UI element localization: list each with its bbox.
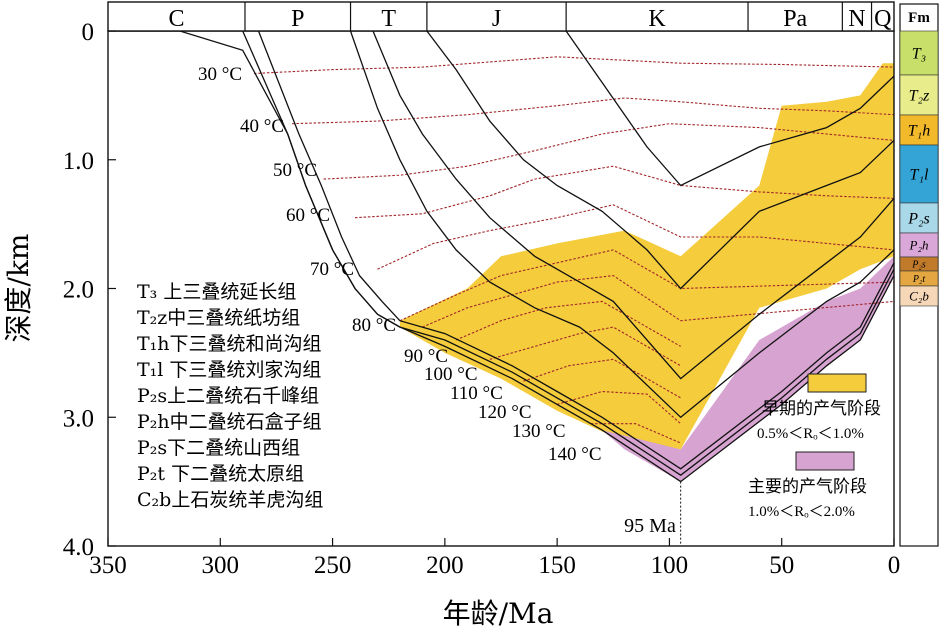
- isotherm-label-110: 110 °C: [450, 383, 503, 404]
- gas-legend-swatch: [807, 373, 867, 393]
- isotherm-line-80: [399, 249, 895, 322]
- formation-legend-item: P₂t 下二叠统太原组: [137, 463, 304, 485]
- y-tick-label: 3.0: [63, 405, 94, 432]
- fm-cell-label: P₂h: [909, 238, 929, 253]
- formation-legend-item: T₃ 上三叠统延长组: [137, 281, 296, 303]
- isotherm-label-70: 70 °C: [310, 259, 354, 280]
- period-label-N: N: [848, 6, 865, 32]
- x-axis-title: 年龄/Ma: [443, 597, 554, 630]
- fm-cell: [899, 74, 939, 116]
- isotherm-line-130: [556, 390, 682, 425]
- isotherm-line-70: [377, 204, 895, 270]
- early-gas-zone: [399, 63, 894, 450]
- fm-cell-label: P₂s: [911, 260, 926, 271]
- isotherm-lines: [253, 56, 895, 444]
- y-axis-title: 深度/km: [2, 234, 35, 343]
- burial-curve-6: [426, 30, 895, 290]
- y-tick-label: 1.0: [63, 148, 94, 175]
- formation-legend-item: P₂s下二叠统山西组: [137, 437, 300, 459]
- fm-cell: [899, 202, 939, 234]
- main-gas-zone: [602, 256, 894, 482]
- x-tick-label: 0: [888, 552, 901, 579]
- axes: 350 300 250 200 150 100 50 0 0 1.0 2.0 3.0 4.0: [63, 19, 901, 579]
- gas-legend-label: 主要的产气阶段: [748, 477, 867, 497]
- period-label-T: T: [381, 6, 396, 32]
- x-tick-label: 300: [202, 552, 240, 579]
- x-tick-label: 250: [314, 552, 352, 579]
- isotherm-line-40: [292, 97, 895, 125]
- x-tick-label: 150: [538, 552, 576, 579]
- burial-curve-4: [349, 30, 895, 419]
- fm-cell: [899, 114, 939, 146]
- isotherm-line-140: [590, 423, 681, 444]
- x-tick-label: 50: [769, 552, 794, 579]
- formation-column: T₃ T₂z T₁h T₁l P₂s P₂h P₂s P₂t C₂b: [899, 3, 939, 547]
- x-tick-label: 200: [426, 552, 464, 579]
- isotherm-line-120: [523, 358, 681, 399]
- isotherm-label-30: 30 °C: [198, 64, 242, 85]
- isotherm-label-100: 100 °C: [424, 364, 478, 385]
- isotherm-label-90: 90 °C: [404, 346, 448, 367]
- fm-cell-label: T₁l: [910, 167, 929, 184]
- period-label-C: C: [168, 6, 184, 32]
- period-label-Q: Q: [874, 6, 891, 32]
- fm-cell-label: P₂t: [912, 274, 926, 285]
- fm-cell: [899, 285, 939, 307]
- fm-cell-label: C₂b: [909, 289, 929, 304]
- burial-curve-3: [257, 30, 895, 470]
- isotherm-line-60: [354, 165, 895, 219]
- formation-legend-item: T₁l 下三叠统刘家沟组: [137, 359, 321, 381]
- legend: T₃ 上三叠统延长组 T₂z中三叠统纸坊组 T₁h下三叠统和尚沟组 T₁l 下三叠统刘…: [137, 281, 881, 520]
- fm-cell: [899, 30, 939, 76]
- period-label-Pa: Pa: [783, 6, 807, 32]
- isotherm-label-60: 60 °C: [286, 205, 330, 226]
- formation-legend-item: T₂z中三叠统纸坊组: [137, 307, 300, 329]
- burial-curve-5: [372, 30, 895, 380]
- burial-curves: [108, 30, 895, 546]
- fm-cell: [899, 144, 939, 204]
- fm-cell-label: T₁h: [908, 123, 930, 140]
- isotherm-label-50: 50 °C: [273, 160, 317, 181]
- isotherm-line-100: [455, 300, 681, 347]
- gas-legend-label: 早期的产气阶段: [762, 399, 881, 419]
- isotherm-line-110: [489, 326, 681, 367]
- formation-legend-item: P₂s上二叠统石千峰组: [137, 385, 319, 407]
- isotherm-label-40: 40 °C: [240, 116, 284, 137]
- x-tick-label: 100: [651, 552, 689, 579]
- period-header-box: [107, 1, 895, 32]
- y-tick-label: 0: [82, 19, 95, 46]
- gas-legend-swatch: [795, 451, 855, 471]
- fm-header: Fm: [908, 10, 930, 26]
- fm-cell: [899, 232, 939, 258]
- period-header: C P T J K Pa N Q: [107, 1, 895, 32]
- isotherm-line-30: [253, 56, 895, 75]
- fm-cell-label: T₂z: [909, 88, 930, 105]
- gas-legend-range: 0.5%＜Rₒ＜1.0%: [757, 426, 864, 442]
- fm-cell-label: P₂s: [907, 211, 930, 228]
- fm-cell-label: T₃: [912, 46, 926, 63]
- isotherm-label-140: 140 °C: [548, 444, 602, 465]
- gas-zones: [399, 63, 894, 482]
- period-label-J: J: [492, 6, 501, 32]
- marker-age-label: 95 Ma: [624, 515, 676, 537]
- isotherm-label-130: 130 °C: [512, 421, 566, 442]
- x-tick-label: 350: [89, 552, 127, 579]
- formation-legend-item: C₂b上石炭统羊虎沟组: [137, 489, 323, 511]
- period-label-K: K: [648, 6, 666, 32]
- burial-curve-1: [108, 30, 895, 483]
- burial-curve-7: [565, 30, 895, 187]
- isotherm-label-120: 120 °C: [478, 402, 532, 423]
- gas-legend-range: 1.0%＜Rₒ＜2.0%: [748, 504, 855, 520]
- isotherm-label-80: 80 °C: [352, 315, 396, 336]
- isotherm-line-90: [422, 275, 895, 328]
- y-tick-label: 4.0: [63, 534, 94, 561]
- isotherm-line-50: [323, 123, 895, 180]
- burial-curve-2: [242, 30, 895, 476]
- formation-legend-item: P₂h中二叠统石盒子组: [137, 411, 322, 433]
- y-tick-label: 2.0: [63, 277, 94, 304]
- formation-legend-item: T₁h下三叠统和尚沟组: [137, 333, 322, 355]
- period-label-P: P: [291, 6, 304, 32]
